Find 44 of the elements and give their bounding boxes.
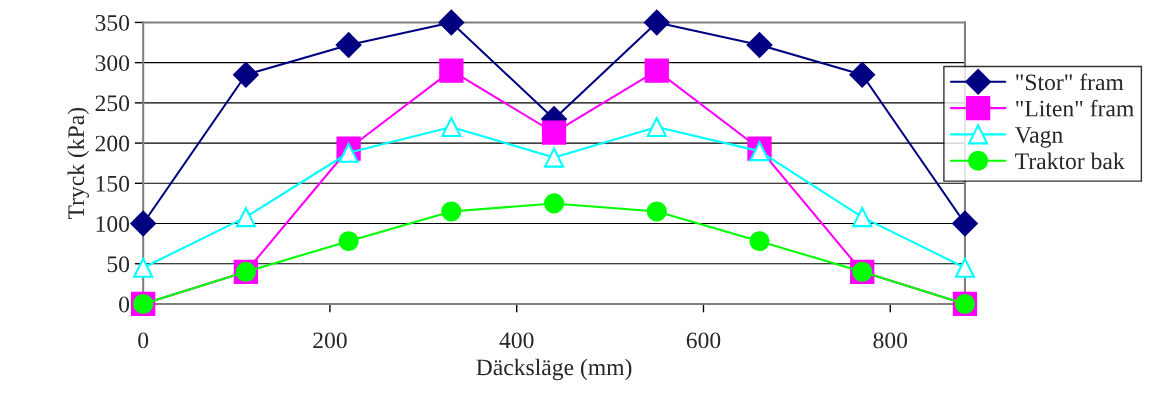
point [335,32,362,58]
point [746,32,773,58]
y-axis-title: Tryck (kPa) [67,107,90,220]
point [644,58,669,83]
point [441,201,462,222]
x-tick-label: 200 [313,332,347,349]
y-tick-label: 300 [95,55,130,72]
legend-label: "Liten" fram [1016,99,1134,117]
y-tick-label: 100 [96,216,130,232]
point [235,207,256,228]
x-tick-label: 0 [138,332,149,349]
point [338,231,359,252]
point [952,210,978,237]
point [133,257,154,278]
point [130,210,156,237]
point [439,58,464,83]
point [544,193,565,214]
legend-label: Vagn [1014,127,1063,148]
legend-label: "Stor" fram [1016,73,1124,91]
y-tick-label: 350 [95,14,130,31]
point [441,116,462,138]
x-axis-title: Däcksläge (mm) [476,358,632,381]
point [643,9,670,36]
point [749,141,770,162]
point [438,9,465,36]
y-tick-label: 150 [96,175,130,192]
y-tick-label: 200 [95,135,130,152]
legend-label: Traktor bak [1015,152,1125,170]
point [646,116,667,138]
point [849,61,876,88]
y-tick-label: 250 [95,95,130,112]
y-tick-label: 0 [119,296,130,313]
x-tick-label: 800 [873,332,908,349]
point [338,142,359,163]
point [646,201,667,222]
y-tick-label: 50 [107,256,130,273]
point [544,147,565,168]
x-tick-label: 400 [499,332,534,349]
point [852,207,873,228]
x-tick-label: 600 [686,332,721,349]
point [541,120,567,145]
point [954,257,976,278]
point [749,231,770,252]
point [233,61,259,88]
